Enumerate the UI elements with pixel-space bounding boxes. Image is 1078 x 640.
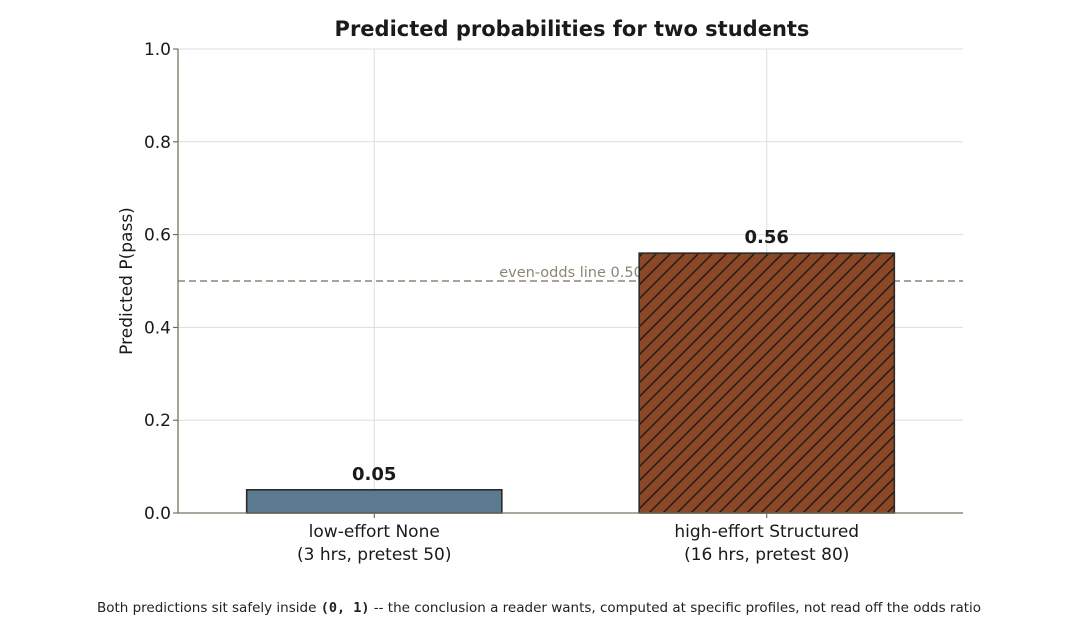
bar-chart: Predicted probabilities for two students… <box>117 17 963 565</box>
bar <box>638 252 896 514</box>
caption-code: (0, 1) <box>320 600 370 616</box>
y-tick-label: 0.0 <box>144 504 171 524</box>
y-axis-label: Predicted P(pass) <box>117 207 137 355</box>
y-tick-label: 0.8 <box>144 133 171 153</box>
bar <box>245 488 503 514</box>
x-tick-label: high-effort Structured <box>674 522 859 542</box>
y-tick-label: 0.2 <box>144 411 171 431</box>
reference-line-label: even-odds line 0.50 <box>499 265 643 281</box>
bar-value-label: 0.56 <box>745 227 789 248</box>
caption-text-after: -- the conclusion a reader wants, comput… <box>369 600 982 616</box>
x-tick-label-detail: (16 hrs, pretest 80) <box>684 545 849 565</box>
caption-text-before: Both predictions sit safely inside <box>96 600 321 616</box>
x-tick-label-detail: (3 hrs, pretest 50) <box>297 545 451 565</box>
axes: 0.0 0.2 0.4 0.6 0.8 1.0 low-effort None (3 hrs,… <box>144 40 963 565</box>
x-tick-label: low-effort None <box>309 522 440 542</box>
caption: Both predictions sit safely inside (0, 1… <box>0 600 1078 616</box>
y-tick-label: 1.0 <box>144 40 171 60</box>
gridlines <box>178 48 963 514</box>
chart-title: Predicted probabilities for two students <box>335 17 810 41</box>
bar-value-label: 0.05 <box>352 464 396 485</box>
y-tick-label: 0.6 <box>144 226 171 246</box>
bars: 0.05 0.56 <box>245 227 896 514</box>
y-tick-label: 0.4 <box>144 318 171 338</box>
